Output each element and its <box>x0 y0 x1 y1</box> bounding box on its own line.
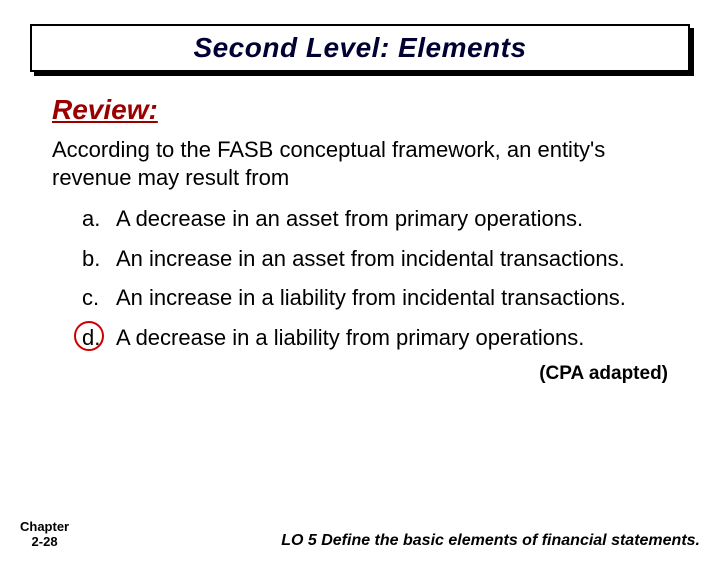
option-row: b.An increase in an asset from incidenta… <box>82 245 668 273</box>
option-row: a.A decrease in an asset from primary op… <box>82 205 668 233</box>
chapter-line2: 2-28 <box>32 534 58 549</box>
question-text: According to the FASB conceptual framewo… <box>52 136 668 191</box>
options-list: a.A decrease in an asset from primary op… <box>82 205 668 351</box>
chapter-line1: Chapter <box>20 519 69 534</box>
title-banner: Second Level: Elements <box>30 24 690 72</box>
review-label: Review: <box>52 94 668 126</box>
learning-objective: LO 5 Define the basic elements of financ… <box>281 532 700 550</box>
chapter-label: Chapter 2-28 <box>20 519 69 550</box>
option-letter: d. <box>82 324 116 352</box>
option-letter: a. <box>82 205 116 233</box>
source-note: (CPA adapted) <box>0 363 720 385</box>
option-text: A decrease in an asset from primary oper… <box>116 205 583 233</box>
content-area: Review: According to the FASB conceptual… <box>0 72 720 351</box>
option-text: An increase in an asset from incidental … <box>116 245 625 273</box>
title-text: Second Level: Elements <box>44 32 676 64</box>
option-text: A decrease in a liability from primary o… <box>116 324 584 352</box>
option-row: d.A decrease in a liability from primary… <box>82 324 668 352</box>
answer-circle <box>74 321 104 351</box>
title-box: Second Level: Elements <box>30 24 690 72</box>
option-text: An increase in a liability from incident… <box>116 284 626 312</box>
option-letter: c. <box>82 284 116 312</box>
option-row: c.An increase in a liability from incide… <box>82 284 668 312</box>
option-letter: b. <box>82 245 116 273</box>
footer: Chapter 2-28 LO 5 Define the basic eleme… <box>0 519 720 550</box>
